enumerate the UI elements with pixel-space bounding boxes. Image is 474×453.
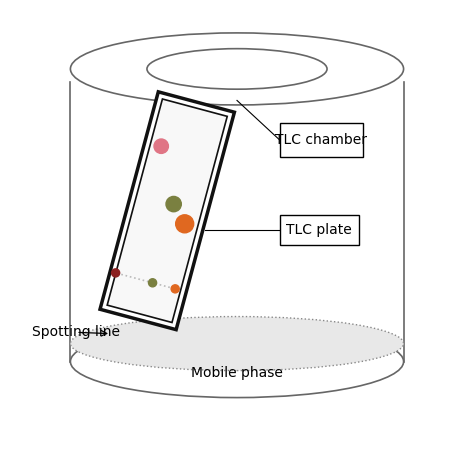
FancyBboxPatch shape <box>280 215 358 245</box>
Text: TLC chamber: TLC chamber <box>275 133 367 147</box>
Text: TLC plate: TLC plate <box>286 223 352 237</box>
Ellipse shape <box>71 317 403 371</box>
Circle shape <box>166 197 182 212</box>
Circle shape <box>176 215 194 233</box>
Text: Spotting line: Spotting line <box>32 325 120 339</box>
Circle shape <box>111 269 119 277</box>
Circle shape <box>154 139 168 154</box>
Circle shape <box>148 279 156 287</box>
Polygon shape <box>100 92 235 330</box>
Text: Mobile phase: Mobile phase <box>191 366 283 380</box>
FancyBboxPatch shape <box>280 123 363 157</box>
Circle shape <box>171 285 179 293</box>
Polygon shape <box>107 99 227 323</box>
